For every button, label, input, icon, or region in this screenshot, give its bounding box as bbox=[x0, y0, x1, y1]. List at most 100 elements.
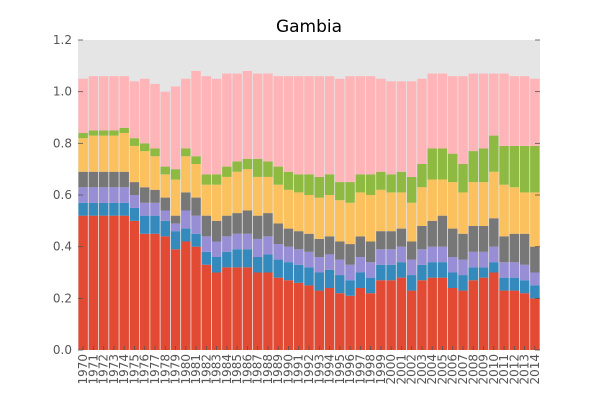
bar-segment-1980-s2 bbox=[181, 228, 191, 242]
x-tick-label-1971: 1971 bbox=[86, 354, 100, 385]
bar-segment-1976-s4 bbox=[140, 187, 150, 203]
bar-segment-2013-s1 bbox=[519, 293, 530, 350]
bar-segment-1990-s3 bbox=[283, 246, 294, 263]
bar-segment-1976-s3 bbox=[140, 202, 150, 216]
bar-segment-1991-s2 bbox=[294, 264, 304, 283]
bar-segment-2001-s5 bbox=[396, 192, 407, 229]
bar-segment-1999-s5 bbox=[376, 189, 386, 232]
bar-segment-1981-s6 bbox=[191, 156, 201, 164]
bar-segment-1973-s4 bbox=[109, 171, 119, 188]
bar-segment-1976-s1 bbox=[140, 233, 150, 350]
bar-segment-2007-s6 bbox=[458, 164, 468, 193]
bar-segment-2010-s7 bbox=[489, 73, 499, 136]
bar-segment-2000-s7 bbox=[386, 81, 396, 175]
bar-segment-1971-s2 bbox=[88, 202, 99, 216]
bar-segment-1972-s5 bbox=[98, 135, 109, 172]
bar-segment-1983-s1 bbox=[211, 272, 222, 350]
bar-segment-1999-s6 bbox=[376, 171, 386, 190]
bar-segment-1974-s6 bbox=[119, 127, 129, 133]
bar-segment-2008-s2 bbox=[468, 267, 478, 281]
y-tick-label: 0.4 bbox=[53, 240, 72, 254]
bar-segment-1998-s5 bbox=[365, 195, 376, 242]
bar-segment-2004-s3 bbox=[427, 246, 437, 263]
x-tick-label-1980: 1980 bbox=[179, 354, 193, 385]
bar-segment-1984-s4 bbox=[222, 215, 232, 237]
bar-segment-1995-s6 bbox=[335, 182, 345, 201]
bar-segment-2006-s5 bbox=[448, 182, 458, 229]
x-tick-label-1987: 1987 bbox=[251, 354, 265, 385]
bar-segment-1995-s7 bbox=[335, 78, 345, 183]
x-tick-label-2011: 2011 bbox=[497, 354, 511, 385]
bar-segment-1987-s1 bbox=[252, 272, 263, 350]
bar-segment-1986-s1 bbox=[242, 267, 253, 350]
chart-title: Gambia bbox=[276, 17, 342, 37]
bar-segment-1986-s7 bbox=[242, 71, 253, 159]
bar-segment-1979-s1 bbox=[170, 249, 181, 350]
bar-segment-2009-s1 bbox=[478, 277, 489, 350]
bar-segment-1982-s1 bbox=[201, 264, 212, 350]
x-tick-label-2004: 2004 bbox=[425, 354, 439, 385]
bar-segment-2000-s3 bbox=[386, 249, 396, 265]
bar-segment-2006-s3 bbox=[448, 257, 458, 273]
bar-segment-1992-s1 bbox=[304, 285, 314, 350]
bar-segment-2014-s2 bbox=[530, 285, 540, 299]
bar-segment-1983-s2 bbox=[211, 257, 222, 273]
bar-segment-1972-s4 bbox=[98, 171, 109, 188]
bar-segment-1989-s5 bbox=[273, 184, 283, 224]
bar-segment-1971-s7 bbox=[88, 76, 99, 131]
x-tick-label-2014: 2014 bbox=[528, 354, 542, 385]
bar-segment-1992-s2 bbox=[304, 267, 314, 286]
y-tick-label: 0.6 bbox=[53, 188, 72, 202]
bar-segment-1970-s6 bbox=[78, 133, 88, 139]
bar-segment-1995-s5 bbox=[335, 200, 345, 242]
x-tick-label-2000: 2000 bbox=[384, 354, 398, 385]
bar-segment-2006-s4 bbox=[448, 228, 458, 257]
x-tick-label-1992: 1992 bbox=[302, 354, 316, 385]
bar-segment-2004-s1 bbox=[427, 277, 437, 350]
bar-segment-2011-s5 bbox=[499, 184, 509, 237]
bar-segment-2009-s6 bbox=[478, 148, 489, 183]
bar-segment-2002-s4 bbox=[406, 241, 417, 260]
x-tick-label-1990: 1990 bbox=[281, 354, 295, 385]
x-tick-label-2008: 2008 bbox=[466, 354, 480, 385]
bar-segment-2012-s4 bbox=[509, 233, 520, 263]
bar-segment-1970-s1 bbox=[78, 215, 88, 350]
bar-segment-1999-s3 bbox=[376, 249, 386, 265]
bar-segment-2009-s5 bbox=[478, 182, 489, 226]
x-tick-label-2003: 2003 bbox=[415, 354, 429, 385]
bar-segment-1993-s4 bbox=[314, 238, 324, 257]
bar-segment-1975-s3 bbox=[129, 195, 140, 208]
bar-segment-1995-s2 bbox=[335, 275, 345, 294]
bar-segment-1982-s2 bbox=[201, 251, 212, 265]
bar-segment-2011-s7 bbox=[499, 73, 509, 146]
bar-segment-1971-s4 bbox=[88, 171, 99, 188]
x-tick-label-1997: 1997 bbox=[353, 354, 367, 385]
bar-segment-1992-s3 bbox=[304, 251, 314, 268]
bar-segment-1994-s3 bbox=[324, 254, 335, 270]
bar-segment-1978-s7 bbox=[160, 91, 170, 167]
bar-segment-1979-s6 bbox=[170, 169, 181, 180]
bar-segment-1986-s3 bbox=[242, 233, 253, 250]
bar-segment-1986-s4 bbox=[242, 210, 253, 234]
bar-segment-2014-s3 bbox=[530, 272, 540, 286]
bar-segment-2007-s1 bbox=[458, 290, 468, 350]
x-tick-label-1986: 1986 bbox=[240, 354, 254, 385]
x-tick-label-1977: 1977 bbox=[148, 354, 162, 385]
bar-segment-1974-s5 bbox=[119, 133, 129, 172]
bar-segment-1993-s6 bbox=[314, 176, 324, 198]
bar-segment-2013-s2 bbox=[519, 280, 530, 294]
bar-segment-1987-s6 bbox=[252, 158, 263, 177]
bar-segment-2000-s2 bbox=[386, 264, 396, 281]
bar-segment-1991-s1 bbox=[294, 282, 304, 350]
bar-segment-1975-s1 bbox=[129, 220, 140, 350]
bar-segment-1977-s7 bbox=[150, 83, 160, 149]
x-tick-label-2013: 2013 bbox=[518, 354, 532, 385]
bar-segment-1989-s1 bbox=[273, 277, 283, 350]
bar-segment-2011-s2 bbox=[499, 277, 509, 291]
bar-segment-1977-s6 bbox=[150, 148, 160, 157]
bar-segment-1984-s5 bbox=[222, 176, 232, 216]
bar-segment-1995-s4 bbox=[335, 241, 345, 260]
bar-segment-1987-s5 bbox=[252, 176, 263, 216]
bar-segment-1988-s5 bbox=[263, 176, 273, 214]
bar-segment-1994-s4 bbox=[324, 236, 335, 255]
